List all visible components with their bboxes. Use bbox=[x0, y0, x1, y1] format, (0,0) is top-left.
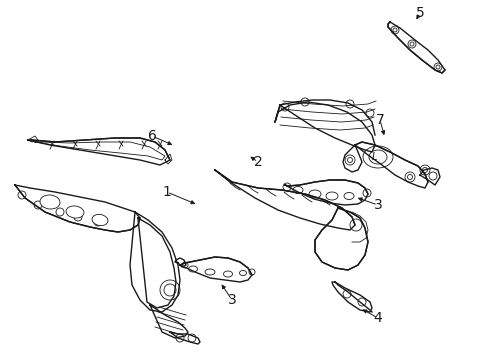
Text: 7: 7 bbox=[375, 113, 384, 127]
Ellipse shape bbox=[325, 192, 337, 200]
Ellipse shape bbox=[188, 266, 197, 272]
Ellipse shape bbox=[204, 269, 215, 275]
Circle shape bbox=[34, 201, 42, 209]
Circle shape bbox=[407, 40, 415, 48]
Circle shape bbox=[404, 172, 414, 182]
Circle shape bbox=[365, 109, 373, 117]
Circle shape bbox=[163, 284, 176, 296]
Text: 6: 6 bbox=[147, 129, 156, 143]
Circle shape bbox=[281, 103, 288, 111]
Circle shape bbox=[347, 157, 352, 162]
Circle shape bbox=[283, 183, 290, 191]
Circle shape bbox=[160, 280, 180, 300]
Circle shape bbox=[435, 65, 439, 69]
Circle shape bbox=[176, 334, 183, 342]
Circle shape bbox=[409, 42, 413, 46]
Circle shape bbox=[342, 290, 350, 298]
Text: 3: 3 bbox=[227, 293, 236, 307]
Circle shape bbox=[248, 269, 254, 275]
Ellipse shape bbox=[308, 190, 320, 198]
Circle shape bbox=[56, 208, 64, 216]
Circle shape bbox=[390, 26, 398, 34]
Text: 2: 2 bbox=[253, 155, 262, 169]
Ellipse shape bbox=[343, 193, 353, 199]
Circle shape bbox=[357, 298, 365, 306]
Circle shape bbox=[362, 189, 370, 197]
Circle shape bbox=[345, 155, 354, 165]
Ellipse shape bbox=[368, 150, 386, 164]
Circle shape bbox=[428, 172, 436, 180]
Ellipse shape bbox=[66, 206, 84, 218]
Ellipse shape bbox=[292, 186, 303, 193]
Ellipse shape bbox=[362, 146, 392, 168]
Circle shape bbox=[94, 218, 102, 226]
Circle shape bbox=[392, 28, 396, 32]
Circle shape bbox=[407, 175, 412, 180]
Circle shape bbox=[187, 334, 196, 342]
Text: 3: 3 bbox=[373, 198, 382, 212]
Text: 5: 5 bbox=[415, 6, 424, 20]
Circle shape bbox=[182, 262, 187, 268]
Circle shape bbox=[419, 165, 429, 175]
Text: L: L bbox=[370, 152, 376, 162]
Circle shape bbox=[349, 219, 361, 231]
Text: 1: 1 bbox=[162, 185, 171, 199]
Circle shape bbox=[301, 98, 308, 106]
Ellipse shape bbox=[40, 195, 60, 209]
Circle shape bbox=[422, 167, 427, 172]
Circle shape bbox=[74, 213, 82, 221]
Circle shape bbox=[433, 63, 441, 71]
Circle shape bbox=[346, 100, 353, 108]
Ellipse shape bbox=[239, 270, 246, 275]
Ellipse shape bbox=[92, 215, 108, 226]
Text: 4: 4 bbox=[373, 311, 382, 325]
Circle shape bbox=[18, 191, 26, 199]
Ellipse shape bbox=[223, 271, 232, 277]
